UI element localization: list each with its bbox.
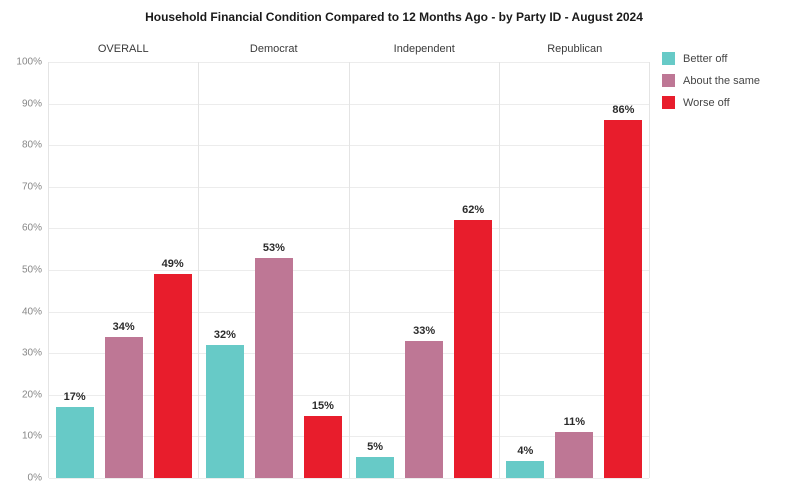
legend-item-about-the-same: About the same [662,74,760,87]
bar-democrat-about-the-same: 53% [254,242,293,478]
chart-title: Household Financial Condition Compared t… [145,10,643,24]
panel-header-overall: OVERALL [97,43,149,55]
y-axis-tick: 30% [21,347,42,359]
panel-overall: 17% 34% 49% [49,62,200,478]
panel-header-democrat: Democrat [249,43,298,55]
bar-overall-worse-off: 49% [153,258,192,478]
bar-democrat-worse-off: 15% [303,400,342,478]
panel-democrat: 32% 53% 15% [199,62,350,478]
bar-republican-about-the-same: 11% [555,416,594,478]
bar-independent-better-off: 5% [356,441,395,478]
y-axis-tick: 10% [21,430,42,442]
chart-body: 100% 90% 80% 70% 60% 50% 40% 30% 20% 10% 0% OVERAL… [0,28,788,484]
bar-value-label: 86% [612,104,635,117]
y-axis-tick: 0% [27,472,42,484]
legend-swatch-better-off [662,52,675,65]
y-axis-tick: 80% [21,139,42,151]
legend-item-better-off: Better off [662,52,760,65]
panel-headers: OVERALL Democrat Independent Republican [48,28,650,62]
y-axis-tick: 70% [21,181,42,193]
panel-header-republican: Republican [547,43,603,55]
legend-swatch-worse-off [662,96,675,109]
bar-value-label: 62% [462,204,485,217]
bar-value-label: 15% [311,399,334,412]
legend-label: Better off [683,52,728,65]
bar-overall-about-the-same: 34% [104,321,143,478]
bar-democrat-better-off: 32% [205,329,244,478]
bar-value-label: 5% [367,441,384,454]
bar-republican-worse-off: 86% [604,104,643,478]
y-axis-tick: 90% [21,98,42,110]
y-axis-tick: 100% [16,56,42,68]
legend-label: Worse off [683,96,730,109]
panel-republican: 4% 11% 86% [500,62,649,478]
bar-value-label: 32% [213,328,236,341]
bar-value-label: 11% [563,416,586,429]
y-axis-tick: 20% [21,389,42,401]
bar-overall-better-off: 17% [55,391,94,478]
y-axis-tick: 60% [21,222,42,234]
bar-independent-about-the-same: 33% [405,325,444,478]
panels-column: OVERALL Democrat Independent Republican 17%… [48,28,650,479]
y-axis-tick: 50% [21,264,42,276]
panel-independent: 5% 33% 62% [350,62,500,478]
legend-label: About the same [683,74,761,87]
legend: Better off About the same Worse off [662,52,760,478]
y-axis-tick: 40% [21,306,42,318]
y-axis: 100% 90% 80% 70% 60% 50% 40% 30% 20% 10% 0% [4,57,48,484]
gridline [49,478,649,479]
bar-value-label: 33% [413,324,436,337]
bar-value-label: 4% [517,445,534,458]
legend-item-worse-off: Worse off [662,96,760,109]
bar-republican-better-off: 4% [506,445,545,478]
legend-swatch-about-the-same [662,74,675,87]
bar-value-label: 53% [262,241,285,254]
bar-value-label: 17% [63,391,86,404]
bar-value-label: 34% [112,320,135,333]
bar-value-label: 49% [161,258,184,271]
plot-area: 17% 34% 49% 32% 53% 15% 5% 33% 62% 4% 11% 86% [48,62,650,479]
bar-independent-worse-off: 62% [454,204,493,478]
panel-header-independent: Independent [393,43,455,55]
